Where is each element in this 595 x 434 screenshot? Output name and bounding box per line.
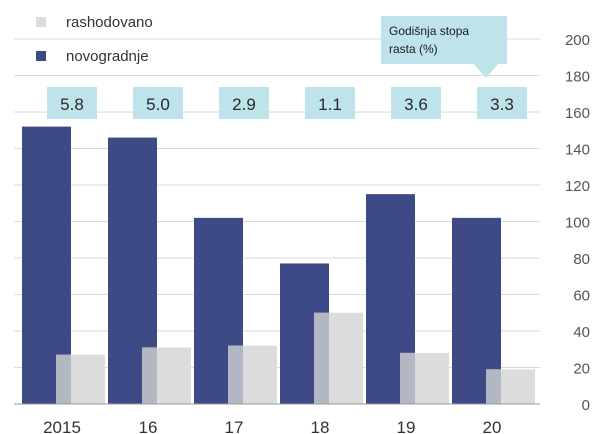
x-tick-label-2015: 2015: [43, 418, 81, 434]
bars: [22, 126, 535, 405]
growth-rate-box-20: [477, 87, 527, 119]
x-tick-label-17: 17: [225, 418, 244, 434]
growth-rate-box-16: [133, 87, 183, 119]
legend-swatch-rashodovano: [36, 17, 46, 27]
bar-overlap-20: [486, 369, 501, 404]
bar-overlap-18: [314, 312, 329, 404]
bar-overlap-2015: [56, 354, 71, 404]
growth-rate-label-2015: 5.8: [60, 95, 84, 114]
x-tick-label-18: 18: [311, 418, 330, 434]
growth-rate-label-18: 1.1: [318, 95, 342, 114]
bar-overlap-17: [228, 345, 243, 404]
x-tick-label-16: 16: [139, 418, 158, 434]
legend-item-novogradnje: novogradnje: [36, 44, 153, 68]
y-tick-label-160: 160: [565, 105, 590, 122]
legend-swatch-novogradnje: [36, 51, 46, 61]
y-tick-label-120: 120: [565, 178, 590, 195]
growth-rate-label-17: 2.9: [232, 95, 256, 114]
y-tick-label-180: 180: [565, 69, 590, 86]
growth-rate-label-19: 3.6: [404, 95, 428, 114]
y-tick-label-0: 0: [582, 397, 590, 414]
growth-rate-label-20: 3.3: [490, 95, 514, 114]
y-tick-label-200: 200: [565, 32, 590, 49]
bar-overlap-19: [400, 352, 415, 404]
y-tick-label-40: 40: [573, 324, 590, 341]
growth-rate-label-16: 5.0: [146, 95, 170, 114]
growth-rate-callout: Godišnja stopa rasta (%): [381, 16, 507, 64]
growth-rate-box-17: [219, 87, 269, 119]
growth-rate-box-18: [305, 87, 355, 119]
legend-label-rashodovano: rashodovano: [66, 13, 153, 31]
y-tick-label-140: 140: [565, 142, 590, 159]
legend: rashodovano novogradnje: [36, 10, 153, 78]
y-tick-label-60: 60: [573, 288, 590, 305]
y-tick-label-80: 80: [573, 251, 590, 268]
bar-overlap-16: [142, 347, 157, 404]
legend-item-rashodovano: rashodovano: [36, 10, 153, 34]
growth-rate-boxes: 5.8 5.0 2.9 1.1 3.6 3.3: [47, 87, 527, 119]
y-tick-label-20: 20: [573, 361, 590, 378]
x-tick-label-19: 19: [397, 418, 416, 434]
y-tick-label-100: 100: [565, 215, 590, 232]
growth-rate-box-19: [391, 87, 441, 119]
growth-rate-box-2015: [47, 87, 97, 119]
x-tick-label-20: 20: [483, 418, 502, 434]
legend-label-novogradnje: novogradnje: [66, 47, 149, 65]
axes: 0 20 40 60 80 100 120 140 160 180 200 2015 16 17 18 19 2…: [14, 32, 590, 434]
callout-tail: [474, 64, 498, 78]
